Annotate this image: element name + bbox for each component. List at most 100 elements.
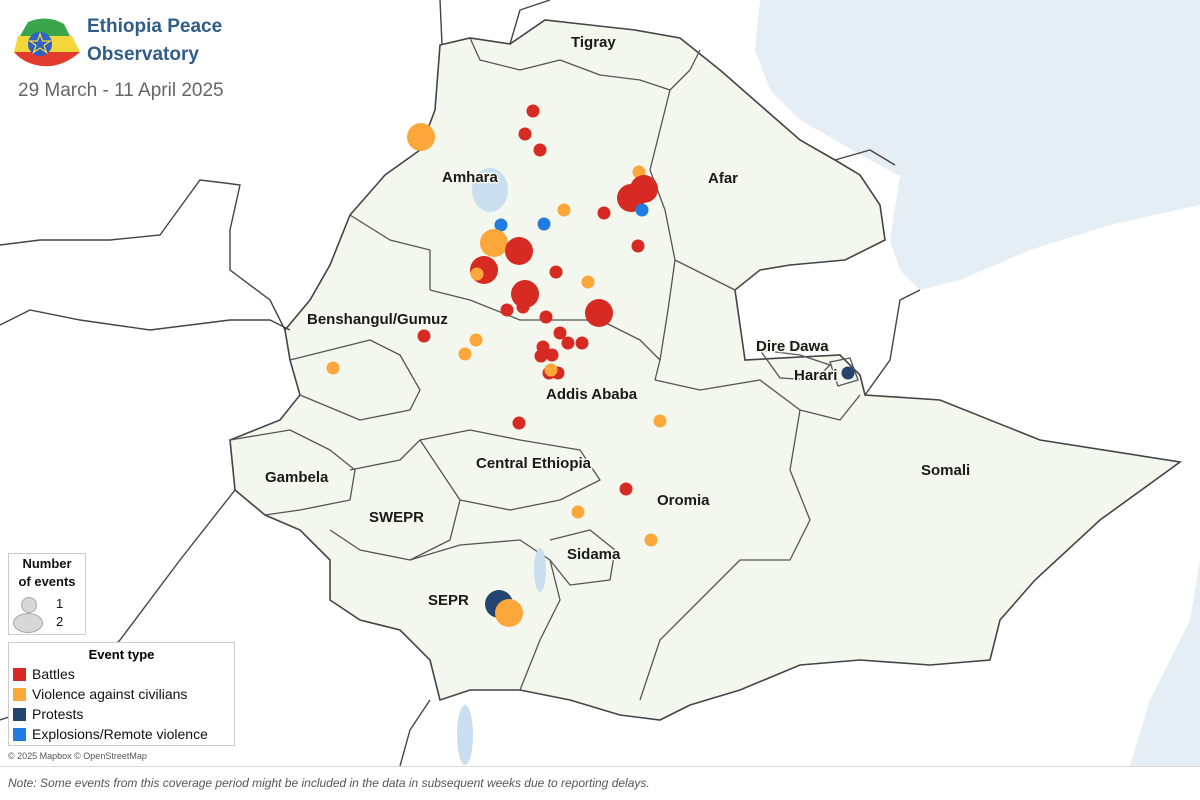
- eritrea-border: [509, 0, 551, 45]
- size-legend-large-circle-icon: [13, 613, 43, 633]
- event-marker-explosions-remote-violence[interactable]: [494, 218, 508, 232]
- event-type-legend: Event type Battles Violence against civi…: [8, 642, 235, 746]
- event-marker-battles[interactable]: [417, 329, 431, 343]
- sudan-north-border: [439, 0, 443, 46]
- event-marker-violence-against-civilians[interactable]: [495, 599, 523, 627]
- event-marker-battles[interactable]: [561, 336, 575, 350]
- region-label-addis-ababa: Addis Ababa: [546, 386, 638, 403]
- indian-ocean-water: [1130, 360, 1200, 766]
- event-marker-battles[interactable]: [533, 143, 547, 157]
- event-marker-violence-against-civilians[interactable]: [480, 229, 508, 257]
- size-legend-row-1: 1: [9, 594, 85, 614]
- event-marker-battles[interactable]: [500, 303, 514, 317]
- event-marker-violence-against-civilians[interactable]: [544, 363, 558, 377]
- region-label-sepr: SEPR: [428, 592, 469, 609]
- region-label-benshangul: Benshangul/Gumuz: [307, 311, 448, 328]
- event-marker-violence-against-civilians[interactable]: [458, 347, 472, 361]
- event-marker-battles[interactable]: [512, 416, 526, 430]
- event-marker-violence-against-civilians[interactable]: [326, 361, 340, 375]
- legend-label-battles: Battles: [32, 666, 75, 682]
- lake-abaya: [534, 548, 546, 592]
- dire-dawa-boundary: [759, 349, 831, 381]
- event-marker-violence-against-civilians[interactable]: [557, 203, 571, 217]
- title-line-1: Ethiopia Peace: [87, 16, 223, 37]
- size-legend-row-2: 2: [9, 612, 85, 633]
- event-type-legend-title: Event type: [88, 647, 155, 662]
- legend-label-explosions-remote-violence: Explosions/Remote violence: [32, 726, 208, 742]
- event-marker-battles[interactable]: [518, 127, 532, 141]
- somalia-border: [864, 289, 921, 396]
- event-marker-explosions-remote-violence[interactable]: [537, 217, 551, 231]
- tigray-boundary: [469, 37, 701, 91]
- event-marker-battles[interactable]: [539, 310, 553, 324]
- event-markers-layer: [326, 104, 855, 627]
- event-marker-violence-against-civilians[interactable]: [470, 267, 484, 281]
- region-label-oromia: Oromia: [657, 492, 710, 509]
- amhara-afar-boundary: [649, 89, 676, 381]
- event-marker-battles[interactable]: [534, 349, 548, 363]
- afar-somali-boundary: [674, 259, 761, 291]
- event-marker-battles[interactable]: [575, 336, 589, 350]
- event-marker-battles[interactable]: [526, 104, 540, 118]
- central-ethiopia-boundary: [419, 429, 601, 511]
- map-attribution[interactable]: © 2025 Mapbox © OpenStreetMap: [8, 751, 147, 761]
- event-marker-battles[interactable]: [585, 299, 613, 327]
- title-line-2: Observatory: [87, 44, 199, 65]
- swepr-boundary: [329, 439, 461, 561]
- benshangul-oromia-boundary: [289, 339, 421, 421]
- event-marker-violence-against-civilians[interactable]: [571, 505, 585, 519]
- protests-swatch-icon: [13, 708, 26, 721]
- event-marker-violence-against-civilians[interactable]: [407, 123, 435, 151]
- event-marker-violence-against-civilians[interactable]: [644, 533, 658, 547]
- region-label-somali: Somali: [921, 462, 970, 479]
- event-marker-battles[interactable]: [597, 206, 611, 220]
- gambela-boundary: [229, 429, 356, 516]
- event-marker-explosions-remote-violence[interactable]: [635, 203, 649, 217]
- legend-label-protests: Protests: [32, 706, 84, 722]
- event-marker-battles[interactable]: [619, 482, 633, 496]
- red-sea-water: [755, 0, 1200, 180]
- region-label-dire-dawa: Dire Dawa: [756, 338, 829, 355]
- oromia-somali-boundary: [639, 379, 861, 701]
- legend-label-violence-against-civilians: Violence against civilians: [32, 686, 188, 702]
- size-legend-title-line-1: Number: [22, 556, 72, 571]
- map-canvas[interactable]: Tigray Amhara Afar Benshangul/Gumuz Dire…: [0, 0, 1200, 767]
- event-marker-battles[interactable]: [553, 326, 567, 340]
- sudan-border: [0, 179, 286, 331]
- harari-boundary: [829, 357, 859, 387]
- event-marker-violence-against-civilians[interactable]: [653, 414, 667, 428]
- region-label-sidama: Sidama: [567, 546, 621, 563]
- ethiopia-flag-logo-icon: [14, 18, 80, 67]
- event-marker-violence-against-civilians[interactable]: [469, 333, 483, 347]
- region-label-gambela: Gambela: [265, 469, 329, 486]
- kenya-border: [399, 699, 431, 766]
- size-legend-title-line-2: of events: [18, 574, 76, 589]
- size-legend: Number of events 1 2: [8, 553, 86, 635]
- region-label-central-ethiopia: Central Ethiopia: [476, 455, 592, 472]
- event-marker-battles[interactable]: [545, 348, 559, 362]
- size-legend-label-1: 1: [56, 596, 64, 611]
- event-marker-protests[interactable]: [841, 366, 855, 380]
- sidama-boundary: [549, 529, 616, 586]
- size-legend-label-2: 2: [56, 614, 64, 629]
- event-marker-battles[interactable]: [549, 265, 563, 279]
- event-marker-battles[interactable]: [631, 239, 645, 253]
- event-marker-battles[interactable]: [511, 280, 539, 308]
- region-label-harari: Harari: [794, 367, 837, 384]
- amhara-oromia-boundary: [429, 289, 661, 361]
- violence-against-civilians-swatch-icon: [13, 688, 26, 701]
- region-label-amhara: Amhara: [442, 169, 499, 186]
- lake-tana: [472, 168, 508, 212]
- lake-turkana: [457, 705, 473, 765]
- footnote: Note: Some events from this coverage per…: [8, 776, 650, 790]
- djibouti-border: [834, 149, 896, 166]
- event-marker-violence-against-civilians[interactable]: [581, 275, 595, 289]
- region-label-swepr: SWEPR: [369, 509, 424, 526]
- battles-swatch-icon: [13, 668, 26, 681]
- region-label-tigray: Tigray: [571, 34, 616, 51]
- size-legend-small-circle-icon: [21, 597, 37, 613]
- event-marker-battles[interactable]: [505, 237, 533, 265]
- south-sudan-border: [0, 309, 291, 331]
- event-marker-battles[interactable]: [516, 300, 530, 314]
- map-svg: Tigray Amhara Afar Benshangul/Gumuz Dire…: [0, 0, 1200, 766]
